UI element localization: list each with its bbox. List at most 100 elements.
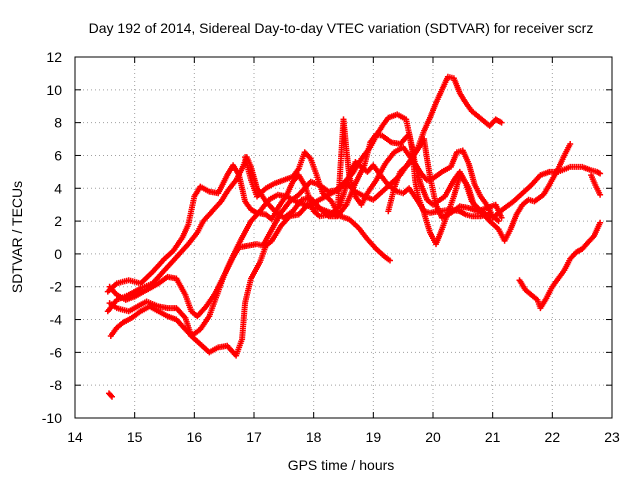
data-point	[471, 182, 483, 198]
data-point	[498, 214, 505, 221]
data-point	[597, 191, 604, 198]
x-tick-label: 23	[604, 429, 620, 445]
data-point	[173, 316, 188, 331]
data-point	[370, 189, 384, 203]
data-point	[206, 345, 220, 356]
data-point	[224, 178, 238, 195]
data-point	[397, 162, 411, 175]
data-point	[197, 341, 211, 354]
data-point	[492, 116, 504, 125]
data-point	[209, 199, 223, 215]
x-axis-label: GPS time / hours	[288, 457, 395, 473]
data-point	[537, 296, 549, 312]
data-point	[373, 246, 387, 259]
data-point	[352, 164, 367, 187]
data-point	[430, 170, 444, 182]
data-point	[277, 200, 292, 216]
data-point	[146, 303, 160, 314]
data-point	[185, 231, 199, 248]
data-point	[531, 192, 545, 205]
data-point	[438, 164, 453, 175]
data-point	[358, 145, 373, 162]
data-point	[137, 304, 151, 315]
data-point	[262, 181, 277, 192]
data-point	[155, 275, 169, 287]
series-sat-5	[106, 111, 574, 359]
data-point	[340, 116, 350, 152]
y-tick-label: 10	[46, 82, 62, 98]
series-sat-1	[106, 390, 115, 400]
data-point	[242, 198, 253, 211]
data-point	[109, 393, 115, 400]
data-point	[295, 203, 310, 218]
y-tick-labels: -10 -8 -6 -4 -2 0 2 4 6 8 10 12	[42, 49, 62, 426]
data-point	[486, 218, 501, 231]
data-point	[233, 338, 245, 359]
data-point	[113, 305, 130, 314]
data-point	[119, 315, 133, 326]
data-point	[197, 314, 212, 333]
data-point	[239, 302, 248, 343]
data-point	[346, 173, 358, 198]
data-point	[385, 187, 397, 215]
data-point	[373, 162, 388, 184]
data-point	[349, 157, 364, 177]
data-point	[528, 291, 539, 302]
data-point	[453, 148, 464, 156]
data-point	[113, 321, 125, 331]
data-point	[254, 241, 264, 249]
data-point	[519, 198, 530, 208]
data-point	[113, 277, 130, 287]
data-point	[513, 203, 525, 218]
data-point	[257, 198, 271, 215]
data-point	[459, 147, 471, 165]
y-tick-label: 0	[54, 246, 62, 262]
data-point	[382, 254, 392, 263]
data-point	[310, 208, 322, 218]
data-point	[301, 149, 313, 161]
data-point	[295, 172, 307, 187]
data-point	[516, 277, 528, 292]
data-point	[248, 260, 262, 282]
data-point	[268, 211, 283, 233]
data-point	[394, 188, 405, 196]
data-point	[433, 201, 445, 219]
data-point	[585, 234, 596, 246]
data-point	[155, 308, 169, 319]
data-point	[218, 190, 230, 205]
data-point	[433, 88, 445, 106]
x-tick-label: 21	[485, 429, 501, 445]
y-tick-label: -10	[42, 410, 62, 426]
data-point	[477, 193, 489, 206]
data-point	[149, 257, 167, 275]
data-point	[230, 246, 242, 261]
data-point	[173, 305, 188, 320]
data-point	[319, 190, 334, 203]
y-tick-label: -4	[50, 312, 63, 328]
data-point	[248, 206, 259, 216]
data-point	[259, 228, 274, 249]
data-point	[173, 242, 190, 261]
data-point	[567, 250, 578, 262]
data-point	[286, 192, 301, 205]
data-point	[242, 277, 254, 307]
y-tick-label: -8	[50, 377, 63, 393]
data-point	[501, 199, 516, 211]
x-tick-label: 14	[67, 429, 83, 445]
data-point	[379, 132, 393, 145]
data-point	[543, 285, 555, 302]
data-point	[355, 224, 370, 241]
data-point	[233, 167, 245, 184]
data-point	[215, 174, 230, 197]
data-point	[143, 298, 160, 309]
data-point	[549, 277, 561, 290]
data-point	[561, 142, 573, 159]
data-point	[441, 178, 456, 200]
axes	[74, 56, 613, 419]
data-point	[379, 181, 393, 195]
data-point	[573, 246, 584, 256]
data-point	[358, 192, 370, 208]
data-point	[489, 213, 501, 223]
data-point	[173, 275, 188, 297]
data-point	[468, 108, 480, 118]
